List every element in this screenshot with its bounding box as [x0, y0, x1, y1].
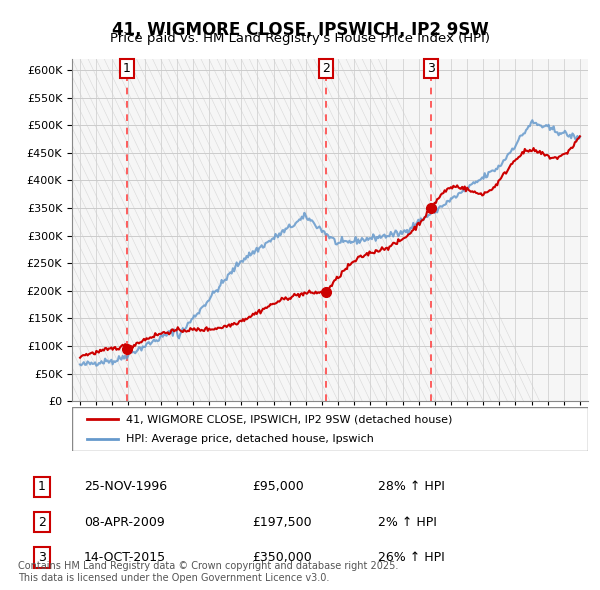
- FancyBboxPatch shape: [72, 407, 588, 451]
- Text: 3: 3: [427, 62, 435, 75]
- Text: £197,500: £197,500: [252, 516, 311, 529]
- Text: 2: 2: [38, 516, 46, 529]
- Text: 08-APR-2009: 08-APR-2009: [84, 516, 165, 529]
- Text: 2: 2: [322, 62, 330, 75]
- Text: Contains HM Land Registry data © Crown copyright and database right 2025.
This d: Contains HM Land Registry data © Crown c…: [18, 561, 398, 583]
- Text: HPI: Average price, detached house, Ipswich: HPI: Average price, detached house, Ipsw…: [126, 434, 374, 444]
- Text: 1: 1: [123, 62, 131, 75]
- Text: 41, WIGMORE CLOSE, IPSWICH, IP2 9SW (detached house): 41, WIGMORE CLOSE, IPSWICH, IP2 9SW (det…: [126, 415, 452, 424]
- Text: 26% ↑ HPI: 26% ↑ HPI: [378, 551, 445, 564]
- Text: £95,000: £95,000: [252, 480, 304, 493]
- Text: 25-NOV-1996: 25-NOV-1996: [84, 480, 167, 493]
- Text: 3: 3: [38, 551, 46, 564]
- Text: 2% ↑ HPI: 2% ↑ HPI: [378, 516, 437, 529]
- Text: Price paid vs. HM Land Registry's House Price Index (HPI): Price paid vs. HM Land Registry's House …: [110, 32, 490, 45]
- Text: 41, WIGMORE CLOSE, IPSWICH, IP2 9SW: 41, WIGMORE CLOSE, IPSWICH, IP2 9SW: [112, 21, 488, 39]
- Text: £350,000: £350,000: [252, 551, 312, 564]
- Text: 1: 1: [38, 480, 46, 493]
- Text: 28% ↑ HPI: 28% ↑ HPI: [378, 480, 445, 493]
- Text: 14-OCT-2015: 14-OCT-2015: [84, 551, 166, 564]
